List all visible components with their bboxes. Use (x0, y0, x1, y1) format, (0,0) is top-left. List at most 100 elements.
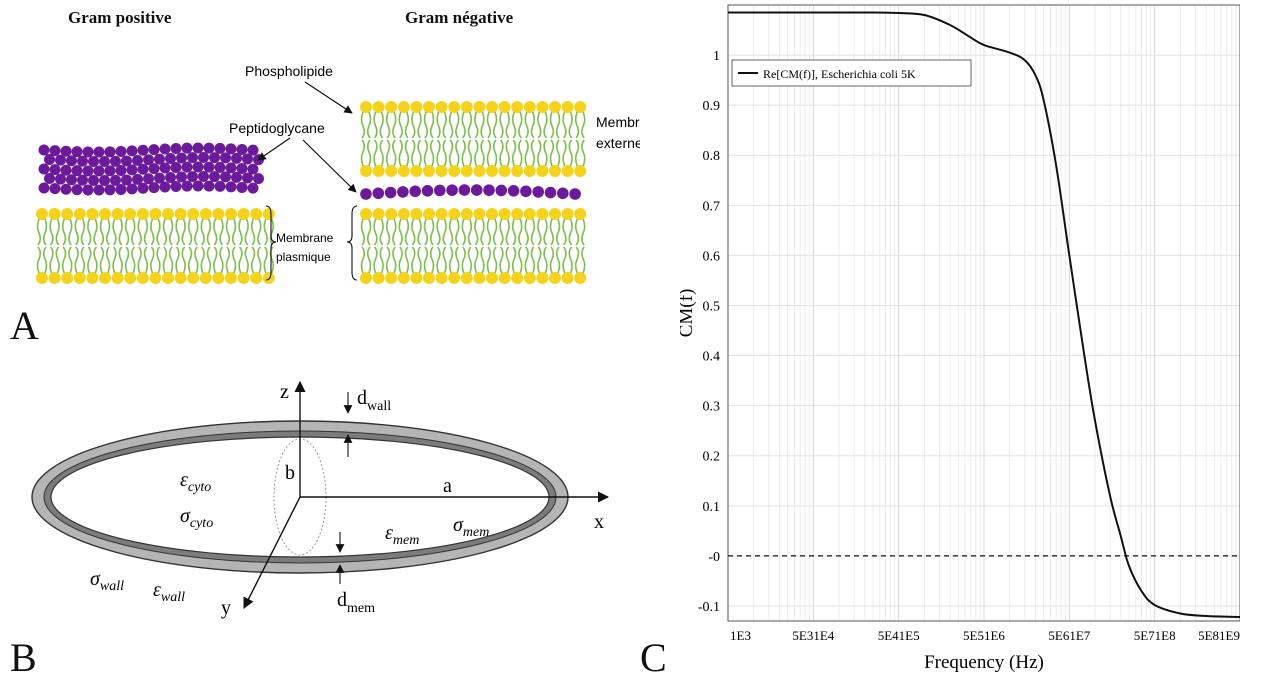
membrane-plasmique-label-2: plasmique (276, 250, 331, 264)
plasma-membrane-lipid-tail (175, 246, 186, 274)
inner-membrane-lipid-tail (499, 218, 510, 246)
peptidoglycan-unit (137, 182, 149, 194)
outer-membrane-lipid-tail (537, 139, 548, 167)
peptidoglycan-unit (181, 161, 193, 173)
x-axis-label: Frequency (Hz) (924, 652, 1044, 673)
outer-membrane-lipid-head (473, 101, 486, 113)
plasma-membrane-lipid-head (187, 208, 200, 220)
peptidoglycan-unit (198, 171, 209, 183)
plasma-membrane-lipid-tail (61, 246, 73, 274)
plasma-membrane-lipid-tail (250, 246, 262, 274)
z-label: z (280, 381, 289, 403)
plasma-membrane-lipid-head (187, 272, 200, 284)
peptidoglycan-unit (93, 165, 105, 177)
outer-membrane-lipid-tail (411, 139, 422, 167)
plasma-membrane-lipid-tail (162, 246, 174, 274)
inner-membrane-lipid-head (473, 272, 486, 284)
inner-membrane-lipid-head (448, 272, 461, 284)
peptidoglycan-unit (77, 174, 88, 186)
peptidoglycan-unit (247, 182, 259, 194)
inner-membrane-lipid-head (435, 208, 448, 220)
y-axis-label: CM(f) (680, 289, 697, 338)
peptidoglycan-unit (192, 180, 204, 192)
outer-membrane-lipid-head (561, 165, 574, 177)
peptidoglycan-unit (187, 171, 198, 183)
plasma-membrane-lipid-tail (36, 246, 48, 274)
peptidoglycan-unit (126, 164, 138, 176)
plasma-membrane-lipid-tail (112, 246, 123, 274)
inner-membrane-lipid-head (372, 208, 385, 220)
peptidoglycan-unit (154, 153, 165, 165)
peptidoglycan-unit (60, 164, 72, 176)
peptidoglycan-unit (93, 146, 105, 158)
inner-membrane-lipid-tail (574, 246, 586, 274)
plasma-membrane-lipid-tail (200, 218, 212, 246)
inner-membrane-lipid-tail (398, 246, 410, 274)
outer-membrane-lipid-head (536, 165, 549, 177)
peptidoglycan-unit (209, 152, 220, 164)
series-line-re-cm (728, 11, 1240, 618)
outer-membrane-lipid-head (498, 101, 511, 113)
peptidoglycan-unit (71, 146, 83, 158)
plasma-membrane-lipid-head (73, 272, 86, 284)
inner-membrane-lipid-head (397, 272, 410, 284)
peptidoglycan-unit (159, 143, 171, 155)
inner-membrane-lipid-tail (398, 218, 410, 246)
peptidoglycan-unit (236, 181, 248, 193)
plasma-membrane-lipid-head (212, 208, 225, 220)
inner-membrane-lipid-head (498, 208, 511, 220)
chart-grid (727, 5, 1240, 621)
peptidoglycan-unit (110, 174, 121, 186)
peptidoglycan-unit (49, 164, 61, 176)
inner-membrane-lipid-head (460, 208, 473, 220)
brace-left (265, 205, 277, 281)
phospholipide-arrow (304, 81, 353, 114)
peptidoglycan-unit (569, 188, 581, 200)
outer-membrane-lipid-head (511, 101, 524, 113)
peptidoglycan-unit (225, 181, 237, 193)
outer-membrane-lipid-tail (549, 111, 561, 139)
x-tick-label: 5E41E5 (878, 628, 920, 643)
peptidoglycan-unit (143, 173, 154, 185)
peptidoglycan-unit (247, 163, 259, 175)
panel-b-drawing: z x y a b dwall dmem εcyto σcyto εmem σm… (31, 380, 610, 619)
plasma-membrane-lipid-head (212, 272, 225, 284)
plasma-membrane-lipid-head (237, 208, 250, 220)
outer-membrane-lipid-tail (385, 139, 397, 167)
outer-membrane-lipid-head (372, 101, 385, 113)
peptidoglycan-unit (137, 144, 149, 156)
peptidoglycan-unit (242, 153, 253, 165)
membrane-externe-label-2: externe (596, 135, 640, 151)
inner-membrane-lipid-tail (423, 246, 435, 274)
peptidoglycan-unit (483, 184, 495, 196)
inner-membrane-lipid-head (486, 208, 498, 220)
outer-membrane-lipid-tail (499, 139, 510, 167)
outer-membrane-lipid-head (486, 165, 498, 177)
peptidoglycan-unit (38, 182, 50, 194)
peptidoglycan-unit (104, 165, 116, 177)
inner-membrane-lipid-tail (562, 218, 573, 246)
gram-negative-outer-membrane (360, 101, 587, 177)
outer-membrane-lipid-tail (486, 139, 498, 167)
y-tick-label: 0.9 (703, 99, 721, 114)
outer-membrane-lipid-head (385, 165, 398, 177)
inner-membrane-lipid-tail (411, 218, 422, 246)
peptidoglycan-unit (66, 174, 77, 186)
inner-membrane-lipid-tail (499, 246, 510, 274)
outer-membrane-lipid-head (523, 165, 536, 177)
inner-membrane-lipid-tail (373, 218, 384, 246)
inner-membrane-lipid-tail (511, 218, 523, 246)
cm-frequency-chart: 1 0.9 0.8 0.7 0.6 0.5 0.4 0.3 0.2 0.1 -0 -0.1 1E3 5E… (680, 4, 1240, 673)
peptidoglycan-unit (170, 180, 182, 192)
inner-membrane-lipid-head (410, 208, 423, 220)
plasma-membrane-lipid-tail (49, 218, 60, 246)
plasma-membrane-lipid-tail (137, 218, 149, 246)
plasma-membrane-lipid-tail (200, 246, 212, 274)
plasma-membrane-lipid-tail (99, 246, 111, 274)
peptidoglycan-unit (88, 174, 99, 186)
peptidoglycan-unit (88, 155, 99, 167)
outer-membrane-lipid-head (410, 101, 423, 113)
peptidoglycan-unit (55, 173, 66, 185)
panel-letter-c: C (640, 635, 667, 679)
inner-membrane-lipid-tail (461, 218, 473, 246)
